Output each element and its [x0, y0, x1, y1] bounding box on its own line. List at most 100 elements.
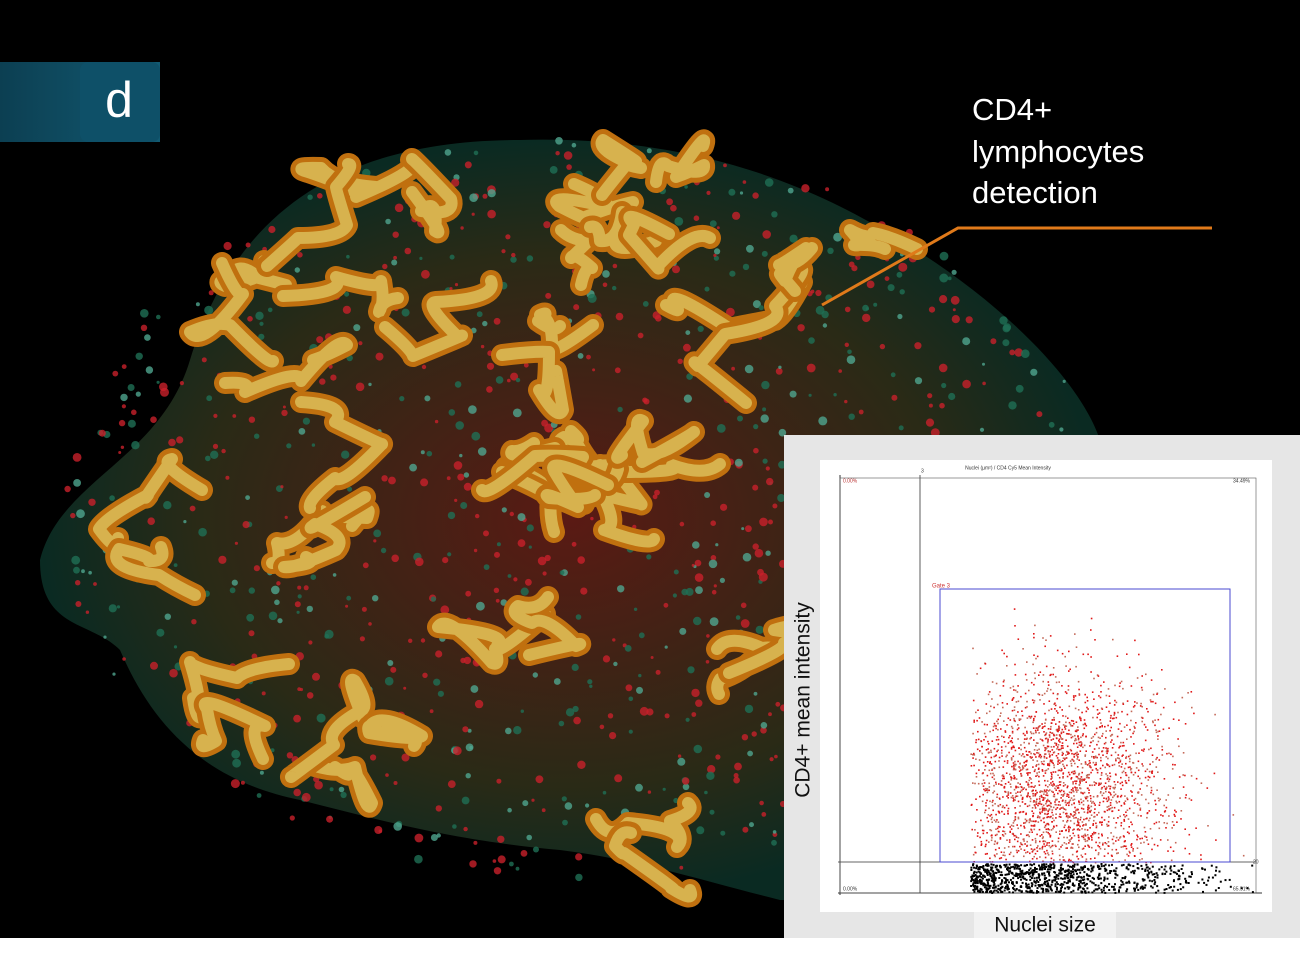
dot	[1091, 769, 1094, 771]
dot	[999, 837, 1002, 839]
dot	[1121, 771, 1124, 774]
dot	[1068, 859, 1070, 862]
cell	[565, 708, 575, 717]
dot	[1044, 797, 1046, 799]
dot	[1090, 617, 1093, 620]
dot	[1075, 721, 1078, 723]
dot	[1067, 872, 1070, 875]
dot	[1100, 865, 1103, 868]
dot	[1040, 887, 1043, 890]
dot	[1027, 793, 1029, 796]
dot	[1034, 729, 1037, 732]
cell	[709, 809, 715, 815]
dot	[1065, 882, 1068, 885]
dot	[1047, 750, 1050, 752]
cell	[761, 812, 767, 817]
dot	[1101, 891, 1104, 894]
dot	[1033, 855, 1035, 858]
cell	[787, 187, 794, 194]
dot	[1043, 874, 1046, 877]
dot	[1001, 735, 1003, 738]
dot	[1147, 872, 1150, 875]
dot	[1039, 756, 1042, 759]
dot	[1085, 797, 1088, 800]
cell	[563, 151, 573, 160]
dot	[1047, 745, 1050, 748]
dot	[1090, 809, 1092, 812]
cell	[517, 539, 526, 547]
dot	[1033, 683, 1035, 686]
gate-label: Gate 3	[932, 584, 951, 590]
dot	[1089, 741, 1092, 744]
dot	[986, 863, 989, 866]
dot	[1197, 881, 1200, 884]
cell	[1059, 427, 1064, 432]
cell	[421, 269, 430, 279]
dot	[1048, 784, 1051, 786]
cell	[435, 650, 443, 658]
dot	[1062, 747, 1064, 749]
dot	[1189, 875, 1192, 878]
dot	[1010, 779, 1013, 781]
dot	[1070, 791, 1073, 794]
dot	[1055, 710, 1058, 712]
dot	[1169, 867, 1172, 870]
dot	[1070, 733, 1072, 736]
dot	[1054, 787, 1056, 790]
dot	[1137, 867, 1140, 870]
dot	[1088, 760, 1091, 762]
dot	[1047, 728, 1050, 730]
dot	[1152, 761, 1154, 763]
cell	[276, 581, 281, 586]
dot	[1012, 762, 1015, 764]
dot	[1027, 834, 1029, 836]
dot	[1158, 827, 1161, 830]
dot	[1163, 811, 1166, 813]
dot	[1088, 838, 1090, 841]
dot	[1082, 653, 1085, 656]
dot	[1042, 840, 1044, 843]
dot	[1049, 635, 1052, 637]
dot	[1030, 829, 1033, 831]
cell	[88, 498, 96, 506]
dot	[1057, 804, 1060, 806]
dot	[1112, 796, 1114, 799]
cell	[307, 194, 313, 200]
dot	[1083, 818, 1085, 821]
dot	[1111, 747, 1114, 749]
dot	[1063, 859, 1066, 861]
dot	[1057, 761, 1059, 763]
dot	[1003, 741, 1006, 743]
dot	[1098, 887, 1101, 890]
cell	[520, 587, 529, 596]
dot	[1059, 784, 1062, 786]
dot	[1059, 813, 1061, 815]
dot	[986, 868, 989, 871]
dot	[1047, 852, 1049, 854]
dot	[1164, 688, 1166, 690]
dot	[1035, 840, 1037, 842]
cell	[695, 699, 703, 707]
cell	[740, 619, 750, 628]
dot	[1118, 890, 1120, 893]
dot	[1036, 847, 1038, 849]
dot	[1073, 814, 1076, 816]
dot	[1090, 771, 1092, 774]
dot	[1052, 733, 1055, 736]
dot	[1126, 700, 1129, 702]
dot	[1120, 864, 1123, 867]
dot	[1108, 778, 1111, 781]
dot	[1064, 874, 1067, 877]
dot	[1110, 793, 1112, 796]
dot	[1121, 784, 1124, 787]
dot	[979, 887, 982, 890]
cell	[914, 342, 922, 350]
dot	[1136, 882, 1139, 885]
dot	[996, 833, 998, 836]
dot	[1051, 761, 1053, 764]
dot	[1027, 782, 1029, 784]
dot	[986, 774, 989, 777]
dot	[1061, 886, 1063, 889]
dot	[1160, 713, 1162, 716]
dot	[1020, 870, 1023, 873]
